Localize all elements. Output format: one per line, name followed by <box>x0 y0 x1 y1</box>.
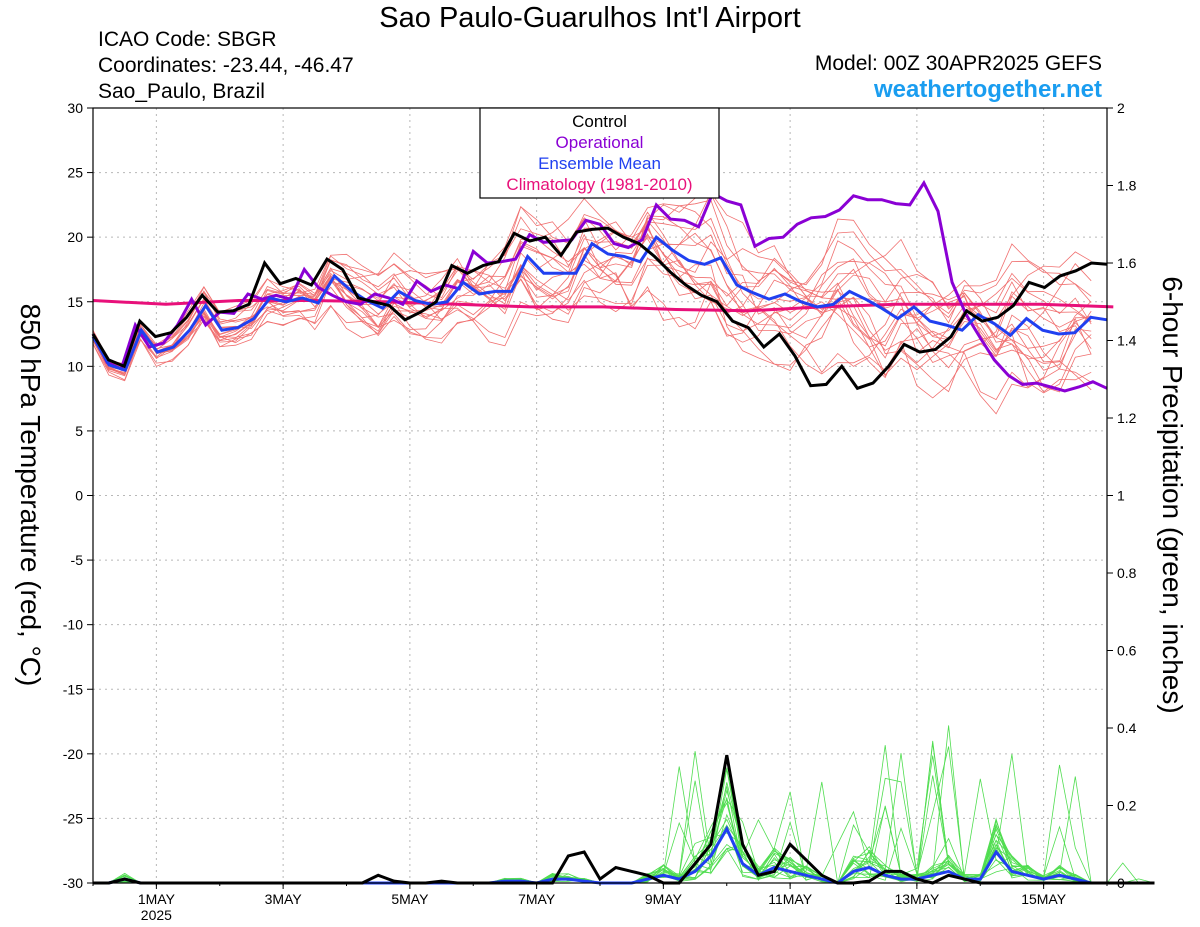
series-lines <box>91 179 1155 885</box>
precip-member-line <box>93 758 1155 884</box>
site-link[interactable]: weathertogether.net <box>873 76 1102 103</box>
x-tick-label: 5MAY <box>391 891 429 907</box>
legend-control: Control <box>572 112 627 131</box>
precip-member-line <box>93 745 1155 884</box>
precip-member-line <box>93 746 1155 884</box>
axes: 302520151050-5-10-15-20-25-3021.81.61.41… <box>63 100 1137 923</box>
legend-ensemble-mean: Ensemble Mean <box>538 154 661 173</box>
x-tick-label: 9MAY <box>645 891 683 907</box>
legend-box <box>479 107 720 199</box>
coordinates: Coordinates: -23.44, -46.47 <box>98 54 354 77</box>
y-tick-label: -10 <box>63 617 83 633</box>
y-right-tick-label: 0.2 <box>1117 798 1137 814</box>
y-right-tick-label: 1.4 <box>1117 333 1137 349</box>
temp-member-line <box>92 215 1092 371</box>
temp-member-line <box>92 221 1092 374</box>
x-tick-label: 3MAY <box>265 891 303 907</box>
precip-member-line <box>93 755 1155 884</box>
y-tick-label: 5 <box>75 423 83 439</box>
temp-member-line <box>92 191 1092 369</box>
x-tick-year: 2025 <box>141 907 172 923</box>
precip-member-line <box>93 743 1155 884</box>
x-tick-label: 1MAY <box>138 891 176 907</box>
y-tick-label: -15 <box>63 681 83 697</box>
precip-member-line <box>93 725 1155 884</box>
x-tick-label: 11MAY <box>768 891 812 907</box>
legend-operational: Operational <box>556 133 644 152</box>
chart-title: Sao Paulo-Guarulhos Int'l Airport <box>379 2 801 34</box>
icao-code: ICAO Code: SBGR <box>98 28 277 51</box>
y-tick-label: 10 <box>67 358 83 374</box>
y-tick-label: -20 <box>63 746 83 762</box>
temp-member-line <box>92 236 1092 393</box>
temp-control-line <box>91 226 1108 391</box>
temp-member-line <box>92 220 1092 371</box>
y-right-tick-label: 1.6 <box>1117 255 1137 271</box>
location: Sao_Paulo, Brazil <box>98 80 265 103</box>
legend-climatology: Climatology (1981-2010) <box>506 175 692 194</box>
y-right-tick-label: 0.6 <box>1117 643 1137 659</box>
y-tick-label: 25 <box>67 165 83 181</box>
y-tick-label: -30 <box>63 875 83 891</box>
legend: Control Operational Ensemble Mean Climat… <box>479 107 720 199</box>
temp-ensemble-mean-line <box>91 234 1108 373</box>
y-right-tick-label: 0.8 <box>1117 565 1137 581</box>
temp-member-line <box>92 214 1092 366</box>
y-tick-label: 20 <box>67 229 83 245</box>
x-tick-label: 13MAY <box>894 891 940 907</box>
temp-member-line <box>92 227 1092 393</box>
y-tick-label: 30 <box>67 100 83 116</box>
precip-member-line <box>93 751 1155 884</box>
x-tick-label: 7MAY <box>518 891 556 907</box>
precip-member-line <box>93 754 1155 884</box>
climatology-line <box>92 299 1114 313</box>
y-right-tick-label: 2 <box>1117 100 1125 116</box>
y-right-tick-label: 0.4 <box>1117 720 1137 736</box>
precip-control-line <box>93 754 1155 885</box>
model-run: Model: 00Z 30APR2025 GEFS <box>814 52 1102 75</box>
y-tick-label: 0 <box>75 488 83 504</box>
y-right-tick-label: 1.2 <box>1117 410 1137 426</box>
temp-member-line <box>92 257 1092 393</box>
temp-operational-line <box>91 179 1108 393</box>
y-tick-label: -5 <box>71 552 84 568</box>
precip-member-line <box>93 740 1155 884</box>
y-right-tick-label: 1 <box>1117 488 1125 504</box>
y-right-tick-label: 1.8 <box>1117 178 1137 194</box>
y-right-tick-label: 0 <box>1117 875 1125 891</box>
y-tick-label: -25 <box>63 810 83 826</box>
x-tick-label: 15MAY <box>1021 891 1067 907</box>
y-tick-label: 15 <box>67 294 83 310</box>
